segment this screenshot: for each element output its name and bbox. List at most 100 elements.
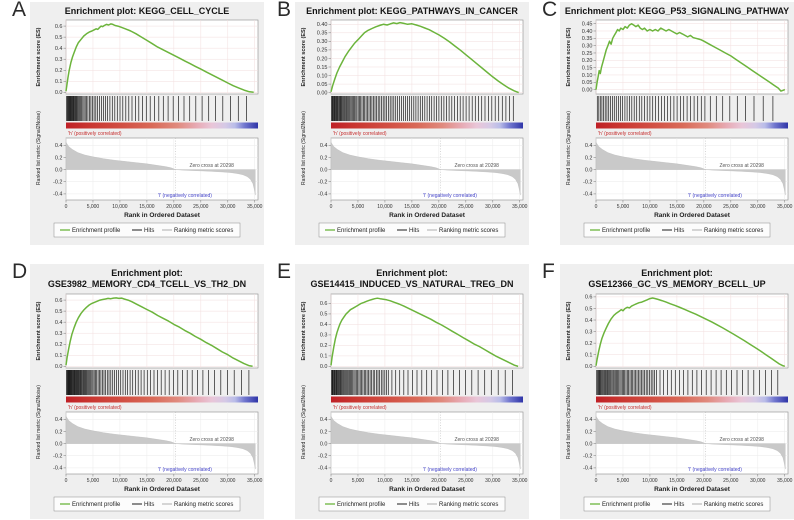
x-tick-label: 5,000: [87, 204, 100, 210]
gsea-chart: 0.000.050.100.150.200.250.300.350.40'h' …: [301, 19, 528, 238]
es-tick-label: 0.00: [317, 91, 328, 97]
panel-letter: F: [542, 260, 555, 283]
negatively-correlated-label: 'l' (negatively correlated): [688, 467, 742, 473]
enrichment-score-curve: [65, 23, 254, 94]
plot-title-line1: Enrichment plot:: [376, 268, 448, 278]
ranked-tick-label: 0.4: [585, 143, 593, 149]
x-axis-label: Rank in Ordered Dataset: [124, 486, 201, 493]
negatively-correlated-label: 'l' (negatively correlated): [423, 467, 477, 473]
panel-letter: C: [542, 0, 558, 21]
ranked-tick-label: 0.0: [55, 168, 63, 174]
ranked-tick-label: 0.4: [320, 143, 328, 149]
x-tick-label: 5,000: [617, 478, 630, 484]
ranked-tick-label: -0.2: [53, 453, 62, 459]
ranked-axis-label: Ranked list metric (Signal2Noise): [566, 111, 572, 185]
ranking-metric-area: [65, 415, 256, 469]
negatively-correlated-label: 'l' (negatively correlated): [688, 193, 742, 199]
es-axis-label: Enrichment score (ES): [36, 28, 42, 87]
ranked-tick-label: -0.2: [53, 180, 62, 186]
zero-cross-label: Zero cross at 20298: [189, 437, 234, 443]
x-tick-label: 35,000: [777, 478, 793, 484]
phenotype-gradient-band: [66, 122, 258, 129]
es-tick-label: 0.4: [585, 317, 593, 323]
negatively-correlated-label: 'l' (negatively correlated): [423, 193, 477, 199]
es-chart-area: [65, 293, 259, 368]
x-axis-label: Rank in Ordered Dataset: [124, 212, 201, 219]
phenotype-gradient-band: [596, 122, 788, 129]
x-axis-label: Rank in Ordered Dataset: [654, 486, 731, 493]
plot-title: Enrichment plot: KEGG_PATHWAYS_IN_CANCER: [295, 4, 529, 18]
es-tick-label: 0.5: [55, 35, 63, 41]
es-tick-label: 0.0: [585, 364, 593, 370]
panel-b: B Enrichment plot: KEGG_PATHWAYS_IN_CANC…: [267, 0, 531, 246]
legend-label: Enrichment profile: [337, 228, 386, 234]
es-tick-label: 0.05: [317, 82, 328, 88]
x-tick-label: 35,000: [247, 478, 263, 484]
zero-cross-label: Zero cross at 20298: [454, 437, 499, 443]
legend-label: Enrichment profile: [602, 502, 651, 508]
plot-title: Enrichment plot: GSE12366_GC_VS_MEMORY_B…: [560, 266, 794, 292]
es-tick-label: 0.10: [317, 74, 328, 80]
ranked-tick-label: -0.4: [583, 465, 592, 471]
enrichment-score-curve: [595, 296, 786, 367]
ranked-tick-label: -0.2: [318, 453, 327, 459]
panel-e: E Enrichment plot: GSE14415_INDUCED_VS_N…: [267, 260, 531, 519]
x-tick-label: 5,000: [352, 478, 365, 484]
gsea-chart: 0.0 0.1 0.2 0.3 0.4 0.5 0.6 'h' (positively cor…: [36, 19, 263, 238]
legend-box: [583, 496, 771, 511]
phenotype-gradient-band: [331, 122, 523, 129]
es-tick-label: 0.5: [55, 308, 63, 314]
x-tick-label: 0: [595, 204, 598, 210]
es-axis-label: Enrichment score (ES): [566, 28, 572, 87]
plot-title: Enrichment plot: KEGG_P53_SIGNALING_PATH…: [560, 4, 794, 18]
ranked-tick-label: 0.0: [585, 441, 593, 447]
x-tick-label: 15,000: [669, 478, 685, 484]
gsea-plot: Enrichment plot: GSE14415_INDUCED_VS_NAT…: [295, 264, 529, 519]
es-tick-label: 0.25: [582, 51, 593, 57]
x-tick-label: 20,000: [166, 478, 182, 484]
plot-title: Enrichment plot: GSE3982_MEMORY_CD4_TCEL…: [30, 266, 264, 292]
x-tick-label: 25,000: [193, 478, 209, 484]
ranked-tick-label: 0.0: [55, 441, 63, 447]
ranked-tick-label: 0.4: [55, 417, 63, 423]
ranked-axis-label: Ranked list metric (Signal2Noise): [566, 384, 572, 458]
panel-c: C Enrichment plot: KEGG_P53_SIGNALING_PA…: [532, 0, 794, 246]
x-tick-label: 35,000: [512, 478, 528, 484]
x-tick-label: 30,000: [220, 478, 236, 484]
legend-label: Hits: [674, 502, 684, 508]
ranking-metric-area: [595, 142, 786, 196]
x-tick-label: 10,000: [377, 204, 393, 210]
x-tick-label: 20,000: [696, 478, 712, 484]
es-tick-label: 0.30: [317, 39, 328, 45]
legend-label: Enrichment profile: [337, 502, 386, 508]
es-axis-label: Enrichment score (ES): [36, 301, 42, 360]
x-tick-label: 35,000: [512, 204, 528, 210]
x-tick-label: 0: [330, 204, 333, 210]
zero-cross-label: Zero cross at 20298: [454, 163, 499, 169]
es-tick-label: 0.20: [582, 58, 593, 64]
es-tick-label: 0.05: [582, 80, 593, 86]
es-tick-label: 0.3: [320, 332, 328, 338]
panel-a: A Enrichment plot: KEGG_CELL_CYCLE 0.0 0.…: [2, 0, 266, 246]
zero-cross-label: Zero cross at 20298: [719, 163, 764, 169]
x-tick-label: 5,000: [352, 204, 365, 210]
ranked-tick-label: 0.2: [585, 156, 593, 162]
positively-correlated-label: 'h' (positively correlated): [68, 405, 122, 411]
ranked-tick-label: 0.0: [320, 441, 328, 447]
x-tick-label: 20,000: [696, 204, 712, 210]
x-axis-label: Rank in Ordered Dataset: [389, 212, 466, 219]
x-tick-label: 25,000: [723, 204, 739, 210]
x-tick-label: 0: [65, 204, 68, 210]
plot-title-line2: GSE3982_MEMORY_CD4_TCELL_VS_TH2_DN: [47, 279, 247, 290]
plot-title: Enrichment plot: GSE14415_INDUCED_VS_NAT…: [295, 266, 529, 292]
ranked-axis-label: Ranked list metric (Signal2Noise): [301, 384, 307, 458]
ranked-tick-label: 0.2: [55, 429, 63, 435]
legend-label: Enrichment profile: [602, 228, 651, 234]
legend-label: Hits: [144, 228, 154, 234]
phenotype-gradient-band: [331, 396, 523, 402]
legend-box: [53, 496, 241, 511]
x-tick-label: 5,000: [87, 478, 100, 484]
es-tick-label: 0.25: [317, 48, 328, 54]
x-tick-label: 5,000: [617, 204, 630, 210]
x-tick-label: 35,000: [247, 204, 263, 210]
